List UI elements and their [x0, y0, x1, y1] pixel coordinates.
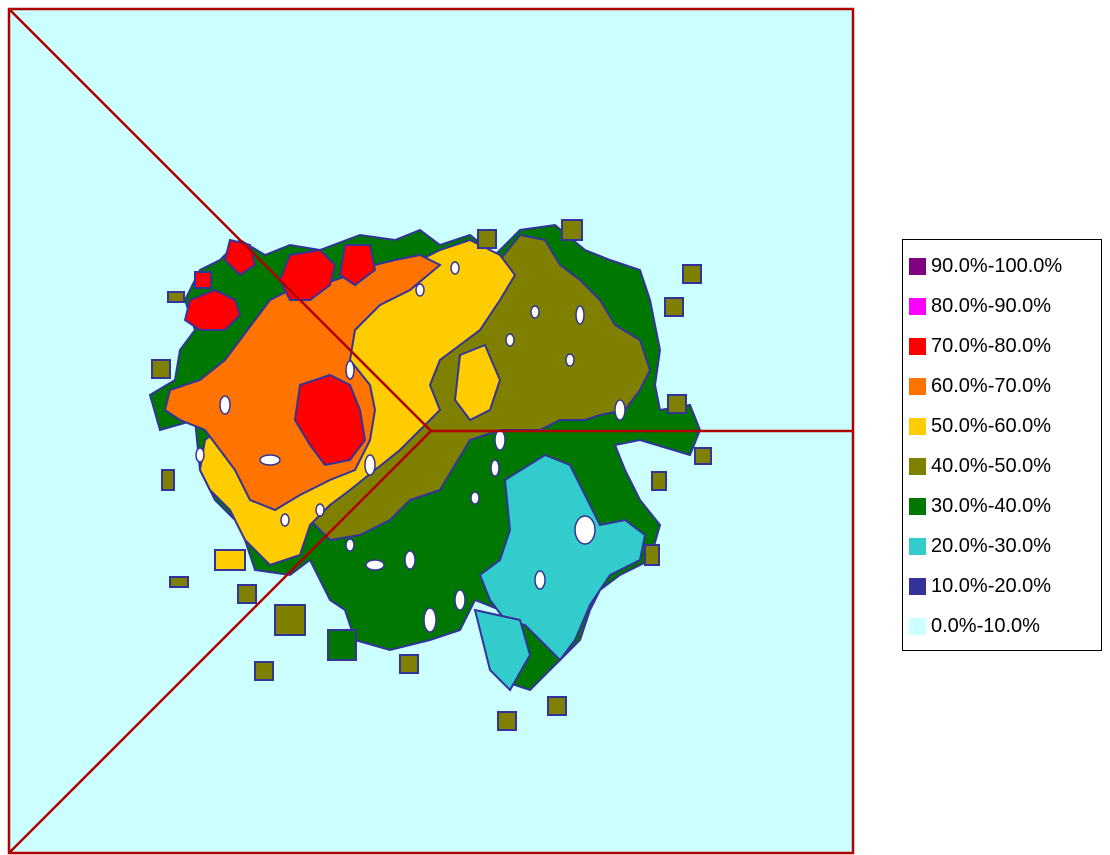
legend-item: 30.0%-40.0% [903, 486, 1101, 526]
region-hole [574, 515, 596, 545]
region-hole [365, 559, 385, 571]
legend-item: 0.0%-10.0% [903, 606, 1101, 646]
isolated-cell [644, 544, 660, 566]
region-hole [470, 491, 480, 505]
region-hole [345, 360, 355, 380]
region-70-80-center [293, 373, 367, 467]
legend-item: 10.0%-20.0% [903, 566, 1101, 606]
region-hole [450, 261, 460, 275]
legend-label: 20.0%-30.0% [931, 534, 1052, 557]
legend-swatch [909, 617, 926, 635]
region-hole [280, 513, 290, 527]
region-hole [454, 589, 466, 611]
isolated-cell [194, 271, 212, 289]
legend-item: 50.0%-60.0% [903, 406, 1101, 446]
divider-line-lower [9, 430, 432, 853]
region-hole [195, 447, 205, 463]
legend-label: 90.0%-100.0% [931, 254, 1063, 277]
region-hole [505, 333, 515, 347]
legend-item: 20.0%-30.0% [903, 526, 1101, 566]
isolated-cell [237, 584, 257, 604]
legend-label: 30.0%-40.0% [931, 494, 1052, 517]
legend-item: 70.0%-80.0% [903, 326, 1101, 366]
isolated-cell [399, 654, 419, 674]
region-hole [423, 607, 437, 633]
plot-frame [7, 7, 855, 855]
isolated-cell [167, 291, 185, 303]
legend-swatch [909, 497, 926, 515]
region-50-60-island [453, 343, 502, 422]
isolated-cell [561, 219, 583, 241]
legend-label: 50.0%-60.0% [931, 414, 1052, 437]
isolated-cell [254, 661, 274, 681]
legend-swatch [909, 257, 926, 275]
region-hole [415, 283, 425, 297]
isolated-cell [664, 297, 684, 317]
legend-swatch [909, 417, 926, 435]
region-hole [494, 429, 506, 451]
region-hole [345, 538, 355, 552]
isolated-cell [497, 711, 517, 731]
legend-swatch [909, 457, 926, 475]
region-hole [614, 399, 626, 421]
isolated-cell [214, 549, 246, 571]
isolated-cell [161, 469, 175, 491]
legend-swatch [909, 577, 926, 595]
isolated-cell [477, 229, 497, 249]
isolated-cell [547, 696, 567, 716]
isolated-cell [151, 359, 171, 379]
legend-label: 40.0%-50.0% [931, 454, 1052, 477]
isolated-cell [682, 264, 702, 284]
legend-label: 80.0%-90.0% [931, 294, 1052, 317]
legend: 90.0%-100.0% 80.0%-90.0% 70.0%-80.0% 60.0%-… [902, 239, 1102, 651]
region-hole [259, 454, 281, 466]
isolated-cell [169, 576, 189, 588]
region-hole [565, 353, 575, 367]
divider-line-upper [9, 9, 432, 432]
legend-label: 70.0%-80.0% [931, 334, 1052, 357]
legend-label: 60.0%-70.0% [931, 374, 1052, 397]
legend-label: 0.0%-10.0% [931, 614, 1040, 637]
region-hole [490, 459, 500, 477]
legend-swatch [909, 377, 926, 395]
isolated-cell [667, 394, 687, 414]
region-hole [530, 305, 540, 319]
legend-item: 80.0%-90.0% [903, 286, 1101, 326]
heatmap-plot [7, 7, 855, 855]
legend-swatch [909, 297, 926, 315]
legend-item: 40.0%-50.0% [903, 446, 1101, 486]
legend-swatch [909, 337, 926, 355]
isolated-cell [327, 629, 357, 661]
region-70-80-left [183, 288, 242, 331]
region-20-30 [478, 453, 647, 662]
isolated-cell [274, 604, 306, 636]
legend-item: 90.0%-100.0% [903, 246, 1101, 286]
legend-item: 60.0%-70.0% [903, 366, 1101, 406]
legend-swatch [909, 537, 926, 555]
region-hole [575, 305, 585, 325]
isolated-cell [694, 447, 712, 465]
region-hole [404, 550, 416, 570]
region-60-70 [163, 253, 442, 512]
region-hole [219, 395, 231, 415]
region-hole [534, 570, 546, 590]
region-hole [315, 503, 325, 517]
region-hole [364, 454, 376, 476]
legend-label: 10.0%-20.0% [931, 574, 1052, 597]
region-20-30-tail [473, 608, 532, 692]
isolated-cell [651, 471, 667, 491]
region-70-80-upper2 [338, 244, 377, 287]
